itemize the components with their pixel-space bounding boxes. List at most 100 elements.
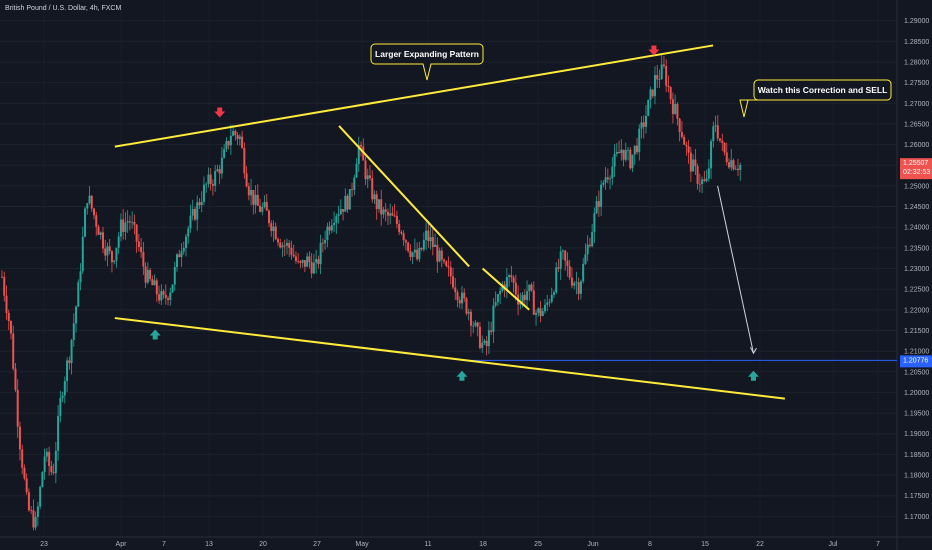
candle-body [259,205,262,212]
candle-body [649,89,652,100]
trendline-3[interactable] [338,125,470,268]
candle-body [169,292,172,300]
candle-body [611,166,614,179]
candle-body [317,259,320,265]
candle-body [593,213,596,232]
level-price-tag [900,355,932,368]
candle-body [207,174,210,184]
sell-label-callout[interactable]: Watch this Correction and SELL [739,79,892,118]
candle-body [12,333,15,369]
candle-body [445,261,448,266]
candle-body [92,208,95,216]
candle-body [324,239,327,244]
candle-body [97,226,100,235]
trendline-4[interactable] [481,267,530,311]
candle-body [689,152,692,172]
candle-body [395,215,398,224]
candle-body [665,66,668,86]
up-arrow-marker-icon [456,370,468,381]
candle-body [631,154,634,169]
candle-body [72,323,75,340]
x-tick-label: 7 [876,541,880,548]
candle-body [604,177,607,183]
candle-body [176,254,179,268]
sell-label-callout-bubble [739,79,892,118]
candle-body [299,261,302,263]
candle-body [14,368,17,390]
y-tick-label: 1.22000 [904,307,929,314]
x-tick-label: Apr [116,541,128,548]
y-tick-label: 1.22500 [904,287,929,294]
candle-body [487,330,490,347]
candle-body [400,232,403,234]
candle-body [555,267,558,293]
candle-body [153,280,156,286]
candle-body [310,262,313,274]
candle-body [638,128,641,153]
candle-body [294,256,297,262]
candle-body [79,271,82,283]
candle-body [561,250,564,252]
candle-body [279,242,282,248]
candle-body [339,209,342,215]
candle-body [613,153,616,167]
candle-body [171,284,174,293]
candle-body [573,283,576,286]
candle-body [389,213,392,216]
trendline-2[interactable] [114,317,785,400]
candle-body [178,254,181,258]
candle-body [667,85,670,88]
candle-body [77,282,80,307]
candle-body [674,103,677,115]
candle-body [214,171,217,186]
candle-body [18,426,21,450]
candle-body [402,233,405,241]
candle-body [126,221,129,223]
candle-body [288,242,291,248]
candle-body [223,149,226,158]
candle-body [622,149,625,160]
pattern-label-callout-bubble [370,43,484,81]
candle-body [265,202,268,211]
candle-body [88,195,91,204]
candle-body [209,174,212,185]
candle-body [151,279,154,286]
candle-body [5,295,8,313]
candle-body [330,225,333,231]
candle-body [678,118,681,132]
up-arrow-marker-icon [747,370,759,381]
candle-body [474,322,477,326]
candle-body [351,189,354,190]
candle-body [546,302,549,305]
y-tick-label: 1.21000 [904,349,929,356]
candle-body [373,194,376,200]
candle-body [618,151,621,154]
x-tick-label: 11 [424,541,431,548]
candle-body [434,244,437,247]
candle-body [122,219,125,232]
y-tick-label: 1.26000 [904,142,929,149]
pattern-label-callout[interactable]: Larger Expanding Pattern [370,43,484,81]
candle-body [229,135,232,146]
x-tick-label: Jul [829,541,838,548]
candle-body [658,78,661,80]
candle-body [117,236,120,248]
candle-body [45,451,48,457]
candle-body [99,232,102,235]
candle-body [1,276,3,278]
candle-body [523,294,526,301]
candle-body [357,144,360,164]
candle-body [187,228,190,237]
projection-arrow-line[interactable] [717,185,754,354]
candle-body [377,199,380,210]
candle-body [427,230,430,242]
candle-body [707,168,710,179]
candle-body [721,140,724,143]
candle-body [656,75,659,80]
candle-body [355,163,358,178]
candle-body [382,209,385,215]
trendline-1[interactable] [114,44,714,148]
candle-body [50,465,53,473]
